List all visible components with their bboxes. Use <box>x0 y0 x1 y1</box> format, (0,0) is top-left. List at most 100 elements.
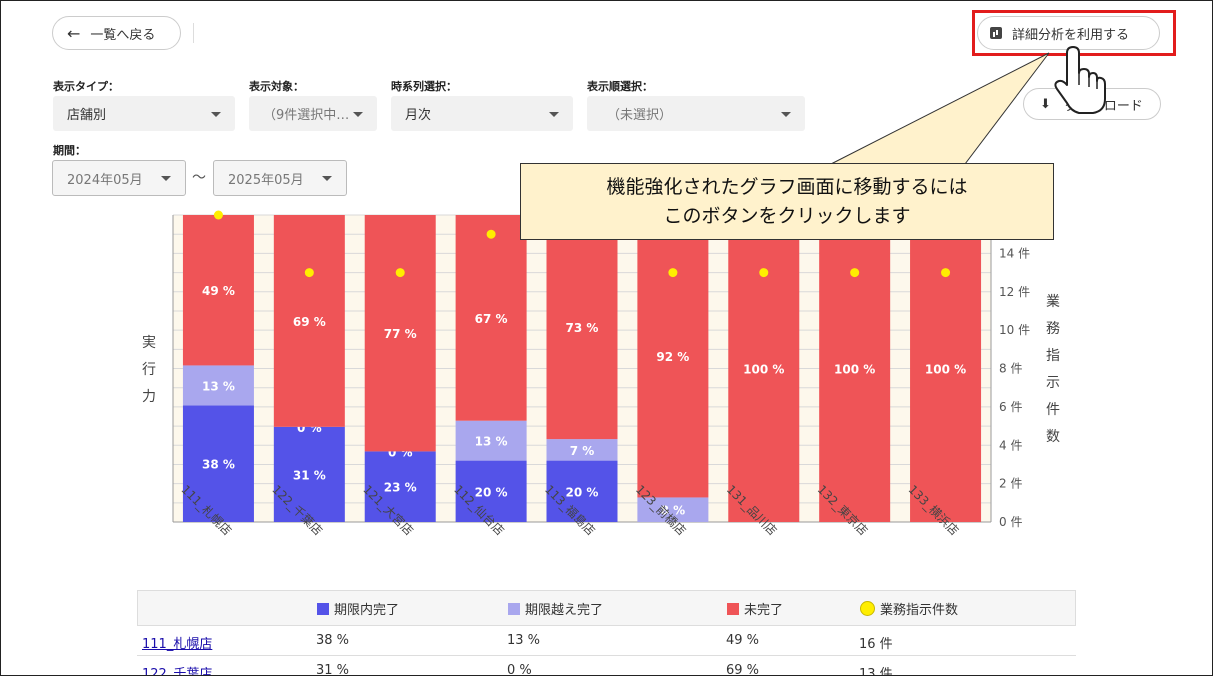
count-point <box>304 268 314 278</box>
chart-legend: 期限内完了 期限越え完了 未完了 業務指示件数 <box>137 590 1076 626</box>
back-to-list-button[interactable]: ← 一覧へ戻る <box>52 16 181 50</box>
y-right-axis-label: 示 <box>1046 375 1060 391</box>
period-to-value: 2025年05月 <box>228 172 304 188</box>
count-point <box>759 268 769 278</box>
bar-segment <box>455 215 527 421</box>
table-row: 122_千葉店 31 % 0 % 69 % 13 件 <box>137 656 1076 676</box>
cell-late: 0 % <box>507 663 532 676</box>
legend-label: 業務指示件数 <box>880 603 959 618</box>
detail-analysis-button[interactable]: 詳細分析を利用する <box>977 16 1160 50</box>
legend-incomplete: 未完了 <box>727 599 783 618</box>
bar-value-label: 31 % <box>293 468 326 482</box>
legend-label: 期限越え完了 <box>525 603 604 618</box>
timeseries-select[interactable]: 月次 <box>391 96 573 131</box>
bar-segment <box>182 215 254 366</box>
bar-segment <box>273 215 345 427</box>
legend-swatch <box>727 602 739 615</box>
count-point <box>850 268 860 278</box>
period-to-select[interactable]: 2025年05月 <box>213 160 347 196</box>
back-label: 一覧へ戻る <box>90 27 156 43</box>
legend-label: 未完了 <box>744 603 784 618</box>
display-type-select[interactable]: 店舗別 <box>53 96 235 131</box>
count-point <box>941 268 951 278</box>
count-point <box>213 210 223 220</box>
period-from-select[interactable]: 2024年05月 <box>52 160 186 196</box>
y-left-axis-label: 行 <box>142 362 156 378</box>
bar-chart-icon <box>990 27 1002 39</box>
y-right-tick-label: 12 件 <box>999 285 1030 299</box>
count-point <box>395 268 405 278</box>
bar-value-label: 20 % <box>475 485 508 499</box>
callout-line-1: 機能強化されたグラフ画面に移動するには <box>606 176 968 198</box>
bar-value-label: 7 % <box>570 444 595 458</box>
bar-segment <box>910 215 982 522</box>
bar-segment <box>819 215 891 522</box>
bar-value-label: 13 % <box>475 435 508 449</box>
bar-value-label: 23 % <box>384 481 417 495</box>
count-point <box>486 229 496 239</box>
bar-value-label: 13 % <box>202 379 235 393</box>
bar-value-label: 49 % <box>202 284 235 298</box>
legend-swatch <box>860 601 875 616</box>
cell-on-time: 38 % <box>316 633 350 648</box>
legend-late: 期限越え完了 <box>508 599 603 618</box>
store-link[interactable]: 122_千葉店 <box>142 667 213 676</box>
y-right-tick-label: 10 件 <box>999 323 1030 337</box>
legend-count: 業務指示件数 <box>860 599 958 618</box>
sort-order-value: （未選択） <box>607 108 673 123</box>
sort-order-select[interactable]: （未選択） <box>587 96 805 131</box>
bar-segment <box>546 439 618 461</box>
stacked-bar-chart: 0 件 2 件 4 件 6 件 8 件 10 件 12 件 14 件 38 % 13 % 49 % 1… <box>142 210 1060 538</box>
divider <box>193 23 194 43</box>
cell-count: 16 件 <box>859 637 893 652</box>
period-tilde: ～ <box>192 170 206 186</box>
store-link[interactable]: 111_札幌店 <box>142 637 213 652</box>
y-right-tick-label: 14 件 <box>999 246 1030 260</box>
display-type-value: 店舗別 <box>67 108 107 123</box>
y-right-axis-label: 件 <box>1046 402 1060 418</box>
bar-segment <box>364 451 436 522</box>
bar-value-label: 67 % <box>475 312 508 326</box>
caret-down-icon <box>549 111 559 117</box>
bar-value-label: 100 % <box>834 363 875 377</box>
bar-segment <box>546 215 618 440</box>
caret-down-icon <box>781 111 791 117</box>
legend-swatch <box>508 602 520 615</box>
y-right-axis-label: 務 <box>1046 321 1060 337</box>
bar-segment <box>455 420 527 461</box>
display-target-label: 表示対象： <box>249 80 304 93</box>
display-type-label: 表示タイプ： <box>53 80 119 93</box>
arrow-left-icon: ← <box>67 23 81 43</box>
period-label: 期間： <box>53 144 86 157</box>
bar-value-label: 73 % <box>566 321 599 335</box>
display-target-select[interactable]: （9件選択中… <box>249 96 377 131</box>
y-right-tick-label: 0 件 <box>999 515 1022 529</box>
table-row: 111_札幌店 38 % 13 % 49 % 16 件 <box>137 626 1076 656</box>
count-point <box>668 268 678 278</box>
bar-segment <box>546 460 618 522</box>
bar-value-label: 8 % <box>661 504 686 518</box>
legend-swatch <box>317 602 329 615</box>
caret-down-icon <box>211 111 221 117</box>
cell-incomplete: 49 % <box>726 633 760 648</box>
timeseries-label: 時系列選択： <box>391 80 457 93</box>
cell-late: 13 % <box>507 633 541 648</box>
y-right-axis-label: 指 <box>1046 348 1060 364</box>
legend-on-time: 期限内完了 <box>317 599 399 618</box>
legend-label: 期限内完了 <box>334 603 400 618</box>
caret-down-icon <box>353 111 363 117</box>
bar-segment <box>273 426 345 522</box>
y-right-tick-label: 8 件 <box>999 362 1022 376</box>
cell-on-time: 31 % <box>316 663 350 676</box>
bar-segment <box>637 215 709 498</box>
bar-segment <box>182 365 254 406</box>
bar-value-label: 69 % <box>293 315 326 329</box>
bar-segment <box>637 497 709 522</box>
bar-segment <box>455 460 527 522</box>
y-left-axis-label: 実 <box>142 335 156 351</box>
bar-value-label: 77 % <box>384 327 417 341</box>
bar-value-label: 92 % <box>656 350 689 364</box>
cell-incomplete: 69 % <box>726 663 760 676</box>
bar-segment <box>182 405 254 522</box>
